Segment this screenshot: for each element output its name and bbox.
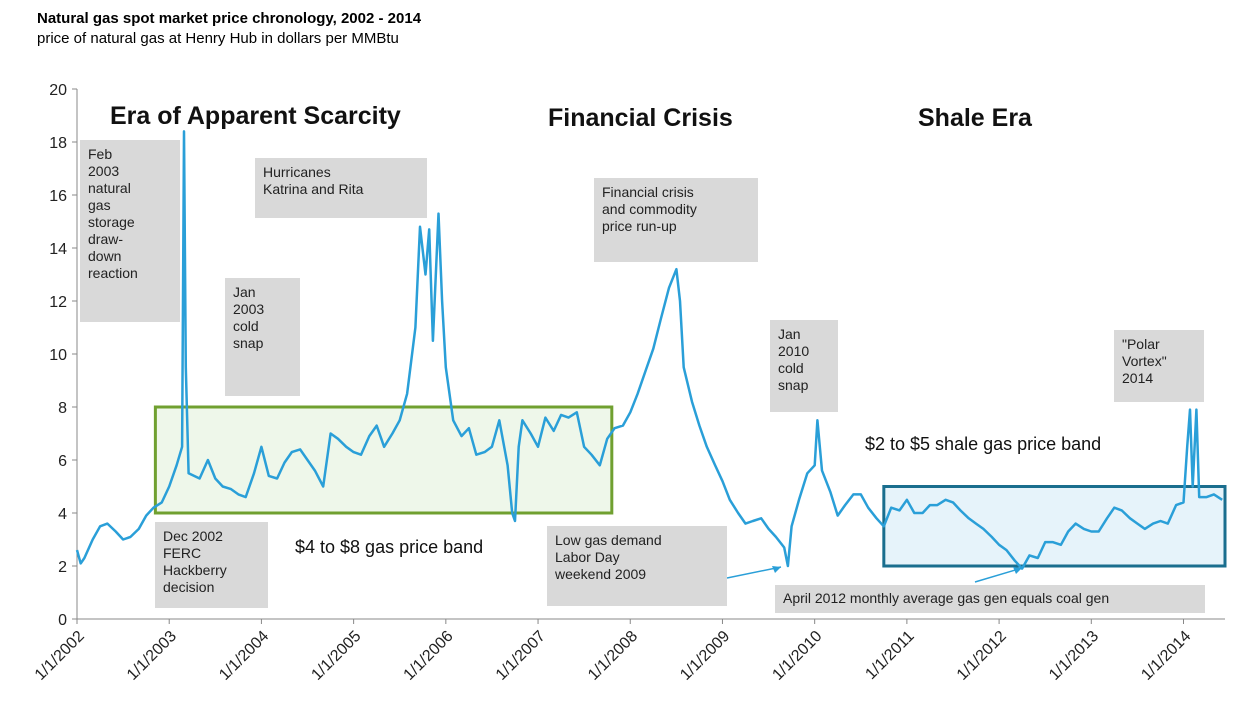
y-tick-label: 0 [58,612,67,629]
band-label: $2 to $5 shale gas price band [865,434,1102,454]
y-tick-label: 2 [58,559,67,576]
x-tick-label: 1/1/2012 [954,628,1010,684]
arrowhead [1013,567,1022,574]
x-tick-label: 1/1/2002 [32,628,88,684]
y-tick-label: 16 [49,188,67,205]
annotation: Jan 2003 cold snap [225,278,300,396]
arrow [974,567,1023,583]
annotation: April 2012 monthly average gas gen equal… [775,585,1205,613]
price-line [75,130,1223,570]
price-band [882,485,1227,568]
annotation: Low gas demand Labor Day weekend 2009 [547,526,727,606]
y-tick-label: 10 [49,347,67,364]
y-tick-label: 8 [58,400,67,417]
x-tick-label: 1/1/2013 [1046,628,1102,684]
x-tick-label: 1/1/2005 [308,628,364,684]
x-tick-label: 1/1/2004 [216,628,272,684]
annotation: Hurricanes Katrina and Rita [255,158,427,218]
x-tick-label: 1/1/2007 [493,628,549,684]
x-tick-label: 1/1/2011 [862,628,917,683]
x-tick-label: 1/1/2006 [401,628,457,684]
band-label: $4 to $8 gas price band [295,537,484,557]
x-tick-label: 1/1/2008 [585,628,641,684]
arrowhead [772,566,781,573]
era-label: Financial Crisis [548,104,733,132]
y-tick-label: 12 [49,294,67,311]
annotation: "Polar Vortex" 2014 [1114,330,1204,402]
subtitle: price of natural gas at Henry Hub in dol… [37,30,399,47]
title: Natural gas spot market price chronology… [37,10,422,27]
y-tick-label: 20 [49,82,67,99]
era-label: Era of Apparent Scarcity [110,102,401,130]
x-tick-label: 1/1/2003 [124,628,180,684]
arrow [726,566,782,579]
y-tick-label: 6 [58,453,67,470]
y-tick-label: 4 [58,506,67,523]
y-tick-label: 18 [49,135,67,152]
annotation: Financial crisis and commodity price run… [594,178,758,262]
x-tick-label: 1/1/2010 [769,628,825,684]
annotation: Jan 2010 cold snap [770,320,838,412]
x-tick-label: 1/1/2009 [677,628,733,684]
price-band [153,405,614,515]
x-tick-label: 1/1/2014 [1138,628,1194,684]
annotation: Feb 2003 natural gas storage draw- down … [80,140,180,322]
annotation: Dec 2002 FERC Hackberry decision [155,522,268,608]
y-tick-label: 14 [49,241,67,258]
era-label: Shale Era [918,104,1032,132]
